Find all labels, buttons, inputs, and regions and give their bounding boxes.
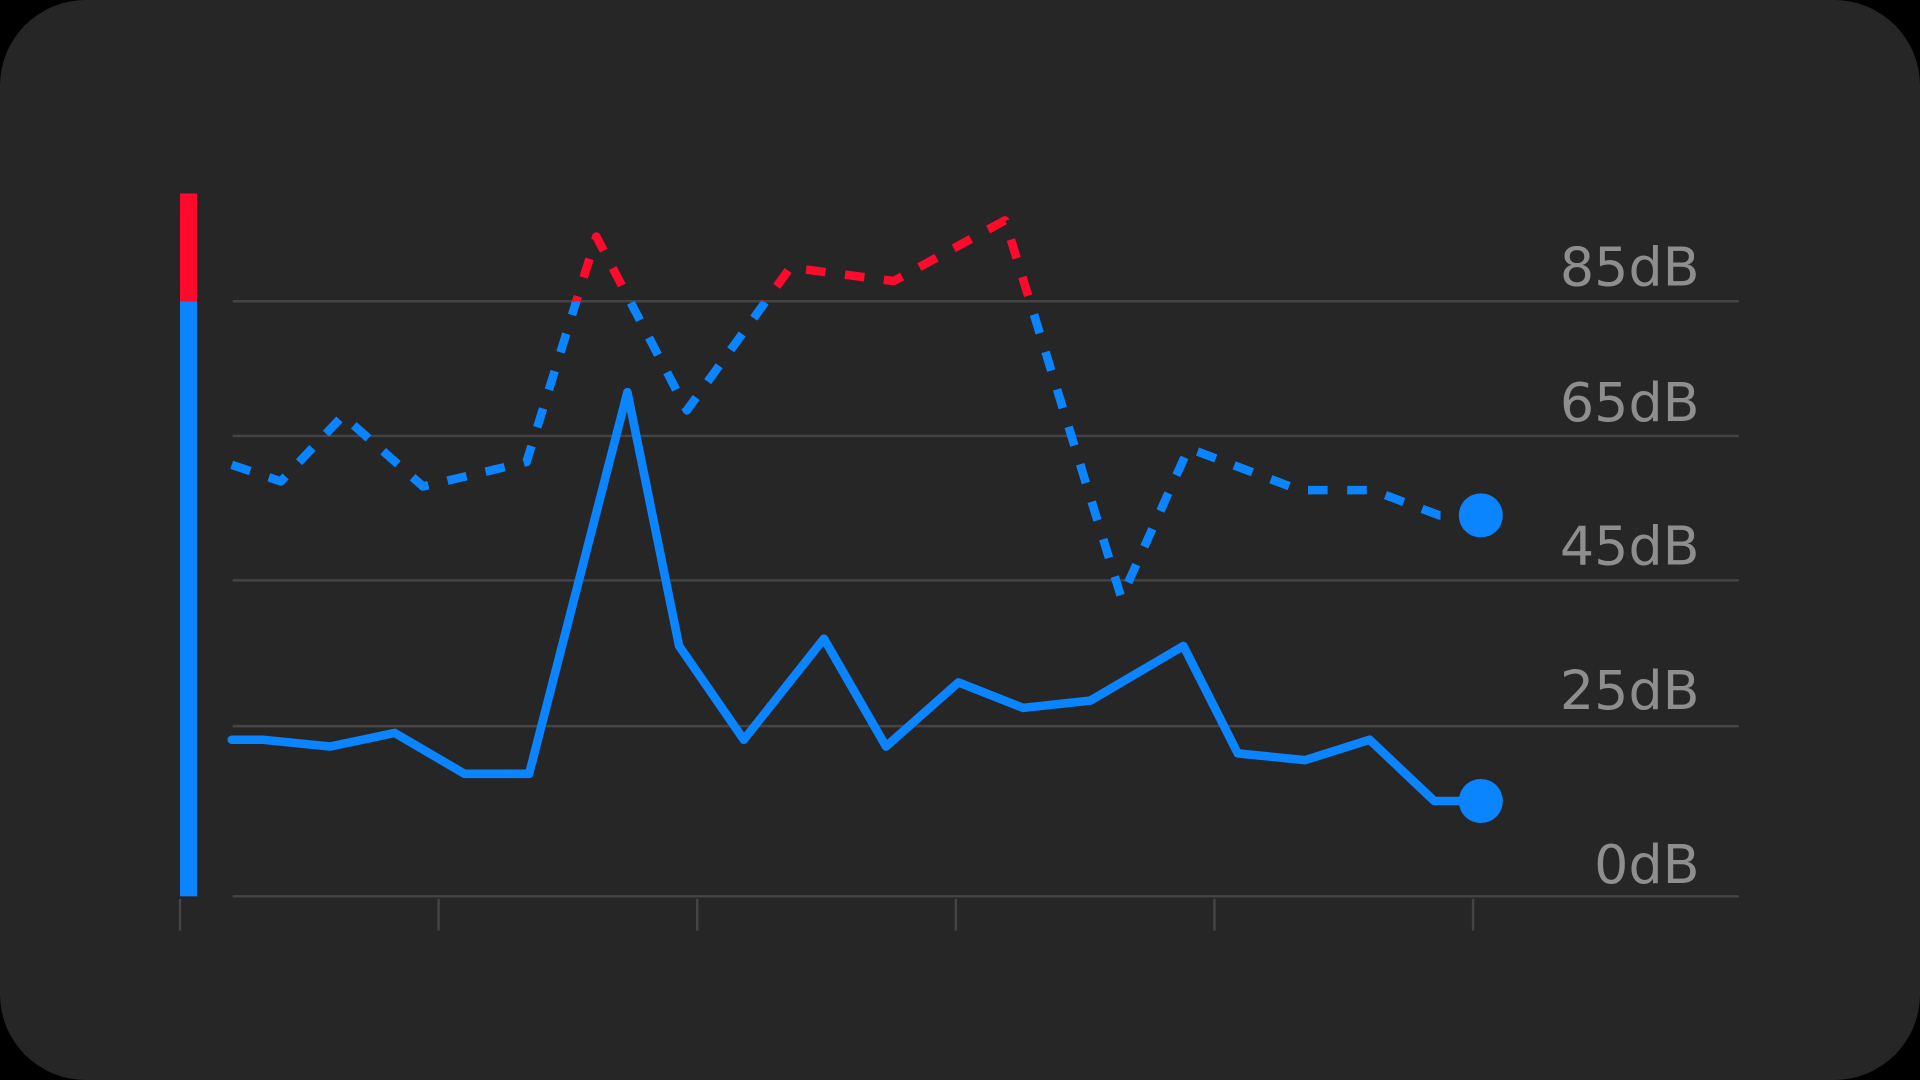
y-tick-label-85: 85dB	[1560, 235, 1700, 298]
level-bar-above-threshold	[180, 193, 198, 302]
y-tick-label-65: 65dB	[1560, 371, 1700, 434]
series-solid-current-marker	[1458, 778, 1503, 824]
y-tick-label-25: 25dB	[1560, 659, 1700, 722]
series-dashed-current-marker	[1458, 493, 1503, 538]
y-tick-label-0: 0dB	[1594, 833, 1699, 896]
y-tick-label-45: 45dB	[1560, 514, 1700, 577]
series-solid-line	[227, 387, 1486, 806]
level-bar-normal	[180, 301, 198, 897]
